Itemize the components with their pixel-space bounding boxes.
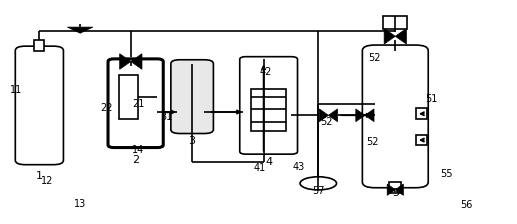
FancyBboxPatch shape	[108, 59, 163, 148]
Text: 1: 1	[36, 171, 42, 181]
Polygon shape	[320, 109, 328, 122]
Text: 11: 11	[10, 85, 22, 95]
Text: 22: 22	[100, 103, 113, 113]
Polygon shape	[328, 109, 338, 122]
Text: 52: 52	[321, 117, 333, 127]
Text: 12: 12	[40, 176, 53, 186]
FancyBboxPatch shape	[362, 45, 428, 188]
Text: 5: 5	[392, 188, 399, 198]
Polygon shape	[384, 28, 396, 44]
Text: 21: 21	[132, 99, 145, 109]
Bar	[389, 182, 401, 193]
Text: 4: 4	[265, 157, 272, 168]
Text: 3: 3	[189, 136, 195, 146]
Polygon shape	[396, 28, 406, 44]
Polygon shape	[396, 184, 403, 195]
Polygon shape	[119, 54, 131, 69]
Polygon shape	[67, 27, 93, 33]
Text: 42: 42	[260, 67, 272, 78]
Text: 2: 2	[132, 155, 140, 165]
Text: 43: 43	[293, 162, 305, 172]
Bar	[119, 75, 139, 118]
Text: 13: 13	[74, 199, 86, 209]
Text: 56: 56	[460, 200, 473, 210]
Text: 57: 57	[312, 186, 325, 196]
Bar	[34, 40, 44, 51]
Polygon shape	[356, 109, 365, 122]
Bar	[416, 108, 427, 119]
FancyBboxPatch shape	[171, 60, 214, 134]
Text: 52: 52	[366, 137, 378, 147]
Text: 31: 31	[160, 112, 172, 123]
FancyBboxPatch shape	[16, 46, 64, 165]
Text: 51: 51	[425, 94, 438, 104]
Text: 55: 55	[440, 169, 452, 179]
Text: 41: 41	[253, 163, 266, 173]
FancyBboxPatch shape	[240, 57, 297, 154]
Bar	[416, 135, 427, 145]
Text: 52: 52	[368, 53, 381, 63]
Text: 14: 14	[132, 145, 144, 155]
Bar	[251, 89, 286, 131]
Polygon shape	[387, 184, 396, 195]
Polygon shape	[365, 109, 374, 122]
Bar	[383, 16, 407, 29]
Polygon shape	[131, 54, 142, 69]
